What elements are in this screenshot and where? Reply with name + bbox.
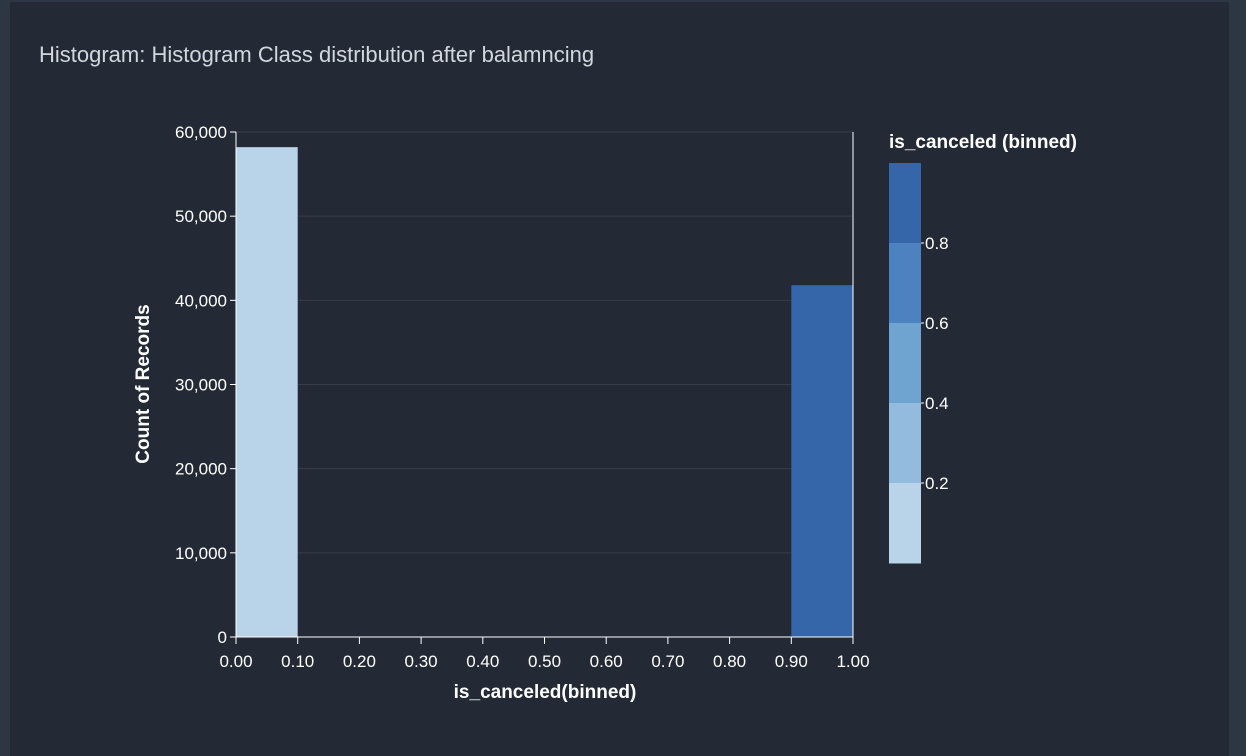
y-tick-label: 10,000 xyxy=(175,544,227,563)
x-tick-label: 0.20 xyxy=(343,652,376,671)
bars xyxy=(236,147,853,637)
legend-title: is_canceled (binned) xyxy=(889,132,1077,153)
legend-swatch xyxy=(889,403,921,484)
y-tick-label: 30,000 xyxy=(175,376,227,395)
x-tick-label: 0.10 xyxy=(281,652,314,671)
histogram-bar xyxy=(236,147,298,637)
chart-panel xyxy=(10,2,1229,756)
legend-swatch xyxy=(889,163,921,244)
x-tick-label: 1.00 xyxy=(836,652,869,671)
legend-label: 0.2 xyxy=(925,474,949,493)
x-axis-title: is_canceled(binned) xyxy=(454,682,637,703)
legend-label: 0.6 xyxy=(925,314,949,333)
x-tick-label: 0.30 xyxy=(405,652,438,671)
y-tick-label: 20,000 xyxy=(175,460,227,479)
legend-swatch xyxy=(889,323,921,404)
legend-swatch xyxy=(889,483,921,564)
legend: is_canceled (binned) 0.8 0.6 0.4 0.2 xyxy=(889,132,1077,564)
x-tick-label: 0.00 xyxy=(219,652,252,671)
x-tick-label: 0.80 xyxy=(713,652,746,671)
y-tick-label: 0 xyxy=(218,628,227,647)
axes: 0 10,000 20,000 30,000 40,000 50,000 60,000 0.0… xyxy=(175,123,870,671)
x-tick-label: 0.60 xyxy=(590,652,623,671)
chart-title: Histogram: Histogram Class distribution … xyxy=(39,42,595,67)
x-tick-label: 0.50 xyxy=(528,652,561,671)
y-tick-label: 50,000 xyxy=(175,207,227,226)
gridlines xyxy=(236,131,853,554)
histogram-bar xyxy=(791,285,853,637)
legend-label: 0.4 xyxy=(925,394,949,413)
legend-swatch xyxy=(889,243,921,324)
x-tick-label: 0.90 xyxy=(775,652,808,671)
x-tick-label: 0.40 xyxy=(466,652,499,671)
legend-label: 0.8 xyxy=(925,234,949,253)
y-axis-title: Count of Records xyxy=(133,304,154,463)
x-tick-label: 0.70 xyxy=(651,652,684,671)
y-tick-label: 60,000 xyxy=(175,123,227,142)
y-tick-label: 40,000 xyxy=(175,291,227,310)
